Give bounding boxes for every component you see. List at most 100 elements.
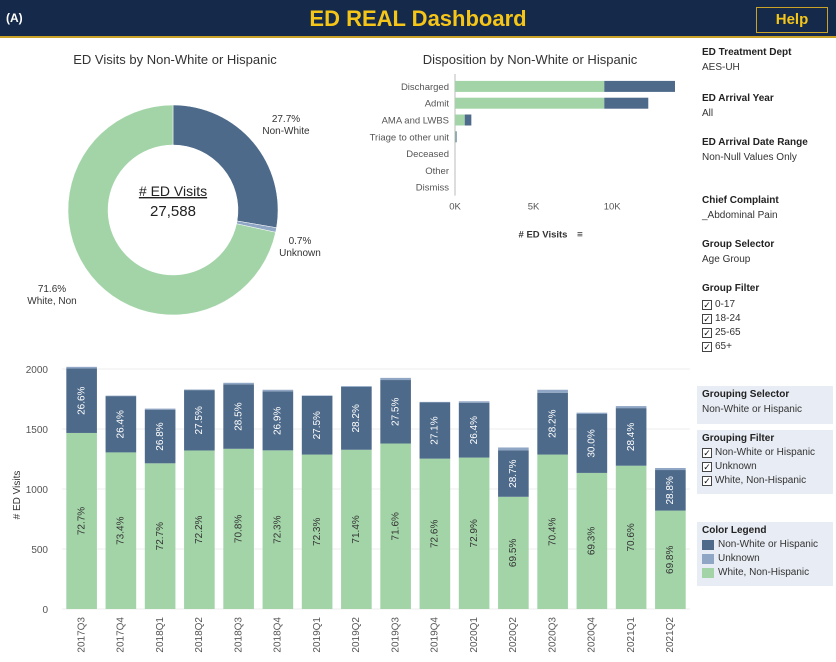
bar-label-nonwhite: 28.7% [508,459,519,487]
donut-label-name: Unknown [279,248,321,259]
dispo-category-label: Deceased [406,149,449,160]
grouping-filter-option[interactable]: ✓ Unknown [702,460,828,473]
bar-unknown [537,389,568,393]
bar-unknown [419,401,451,403]
bar-white-non-hispanic [184,450,215,609]
sort-icon: ≡ [577,230,583,240]
filter-label: ED Arrival Date Range [702,137,808,148]
x-tick-label: 2019Q2 [351,617,362,653]
legend-item[interactable]: Non-White or Hispanic [702,538,828,551]
y-tick-label: 1500 [26,425,49,436]
legend-label: Non-White or Hispanic [718,539,819,550]
checkbox[interactable]: ✓ [702,299,712,310]
legend-item[interactable]: White, Non-Hispanic [702,566,828,579]
checkbox[interactable]: ✓ [702,461,712,472]
dispo-category-label: Dismiss [416,183,449,194]
bar-non-white-or-hispanic [66,368,97,433]
filter-date-range[interactable]: ED Arrival Date Range Non-Null Values On… [697,134,833,166]
x-tick-label: 2019Q1 [312,617,323,653]
dispo-bar-white [455,97,605,109]
dispo-tick-label: 5K [528,202,540,213]
bar-label-white: 72.7% [76,507,87,535]
donut-chart[interactable]: # ED Visits 27,588 27.7%Non-White 0.7%Unkno… [0,70,380,330]
bar-white-non-hispanic [537,454,568,609]
legend-swatch [702,567,714,578]
dispo-bar-nonwhite [604,97,649,109]
bar-white-non-hispanic [341,449,372,609]
bar-white-non-hispanic [223,448,254,609]
bar-label-white: 70.4% [547,517,558,545]
bar-label-nonwhite: 26.4% [116,410,127,438]
filter-treatment-dept[interactable]: ED Treatment Dept AES-UH [697,44,833,76]
filter-grouping-filter: Grouping Filter ✓ Non-White or Hispanic ✓… [697,430,833,494]
bar-label-nonwhite: 26.8% [155,422,166,450]
bar-non-white-or-hispanic [458,402,490,458]
bar-non-white-or-hispanic [341,386,372,450]
group-filter-option[interactable]: ✓ 18-24 [702,312,828,325]
bar-label-white: 71.6% [390,512,401,540]
x-tick-label: 2018Q1 [155,617,166,653]
panel-id-label: (A) [6,11,23,25]
group-filter-option[interactable]: ✓ 25-65 [702,326,828,339]
filter-label: Grouping Filter [702,433,775,444]
dispo-category-label: Other [425,166,449,177]
donut-label-name: Non-White [262,126,310,137]
donut-label-name: White, Non [27,296,76,307]
dispo-bar-nonwhite [604,80,675,92]
group-filter-option[interactable]: ✓ 0-17 [702,298,828,311]
filter-label: ED Treatment Dept [702,47,792,58]
donut-slice-white-non [67,104,276,316]
x-tick-label: 2018Q2 [194,617,205,653]
checkbox[interactable]: ✓ [702,313,712,324]
x-tick-label: 2017Q4 [116,617,127,653]
filter-chief-complaint[interactable]: Chief Complaint _Abdominal Pain [697,192,833,224]
donut-title: ED Visits by Non-White or Hispanic [73,52,277,67]
option-label: 18-24 [715,313,741,324]
bar-white-non-hispanic [615,465,647,609]
bar-label-nonwhite: 28.2% [547,409,558,437]
bar-white-non-hispanic [419,458,451,609]
quarterly-chart[interactable]: 0 500 1000 1500 2000 # ED Visits 72.7% 26.6% 201… [0,355,695,662]
group-filter-option[interactable]: ✓ 65+ [702,340,828,353]
checkbox[interactable]: ✓ [702,475,712,486]
filter-arrival-year[interactable]: ED Arrival Year All [697,90,833,122]
bar-label-nonwhite: 27.5% [194,406,205,434]
filter-value: AES-UH [702,62,740,73]
disposition-chart[interactable]: Discharged Admit AMA and LWBS Triage to oth… [340,70,690,240]
disposition-title: Disposition by Non-White or Hispanic [422,52,638,67]
help-button[interactable]: Help [756,7,828,33]
bar-unknown [66,366,97,369]
filter-value: Non-White or Hispanic [702,404,803,415]
bar-unknown [341,386,372,387]
x-tick-label: 2018Q3 [233,617,244,653]
bar-non-white-or-hispanic [655,470,686,511]
filter-group-selector[interactable]: Group Selector Age Group [697,236,833,268]
x-tick-label: 2020Q2 [508,617,519,653]
filter-grouping-selector[interactable]: Grouping Selector Non-White or Hispanic [697,386,833,424]
donut-label-pct: 27.7% [272,114,300,125]
filter-label: Grouping Selector [702,389,790,400]
bar-non-white-or-hispanic [537,392,568,455]
bar-non-white-or-hispanic [419,402,451,459]
dispo-axis-title: # ED Visits [519,230,568,240]
bar-label-white: 69.8% [665,546,676,574]
filter-label: Group Filter [702,283,760,294]
checkbox[interactable]: ✓ [702,341,712,352]
legend-item[interactable]: Unknown [702,552,828,565]
checkbox[interactable]: ✓ [702,447,712,458]
option-label: 25-65 [715,327,741,338]
bar-white-non-hispanic [498,496,529,609]
filter-value: Non-Null Values Only [702,152,797,163]
x-tick-label: 2019Q3 [390,617,401,653]
bar-unknown [144,408,176,410]
y-axis-title: # ED Visits [12,471,23,520]
grouping-filter-option[interactable]: ✓ Non-White or Hispanic [702,446,828,459]
bar-label-nonwhite: 26.4% [469,416,480,444]
dispo-category-label: Discharged [401,82,449,93]
bar-unknown [615,406,647,409]
color-legend: Color Legend Non-White or Hispanic Unkno… [697,522,833,586]
bar-unknown [223,382,254,385]
legend-label: Unknown [718,553,760,564]
checkbox[interactable]: ✓ [702,327,712,338]
grouping-filter-option[interactable]: ✓ White, Non-Hispanic [702,474,828,487]
